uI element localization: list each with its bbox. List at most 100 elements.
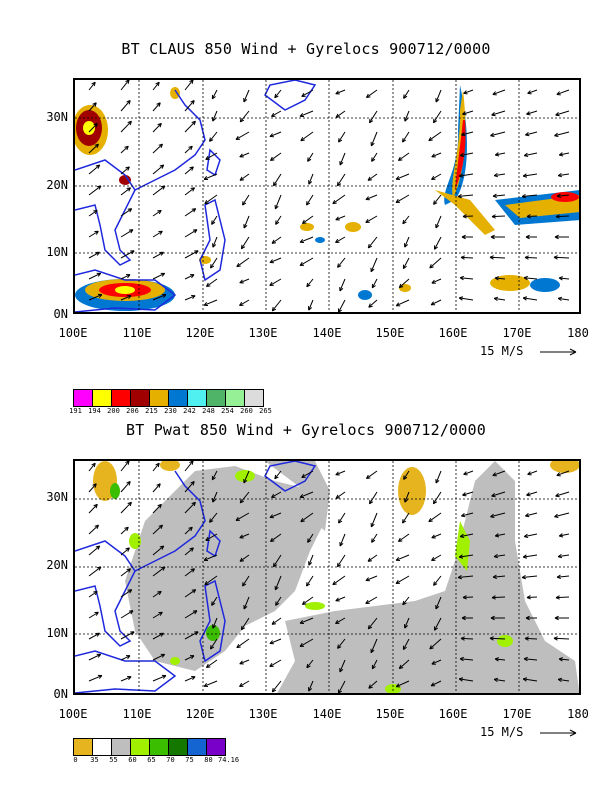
wind-vector-head [94, 611, 99, 616]
wind-vector-head [402, 519, 407, 524]
wind-vector [339, 278, 346, 292]
wind-vector [433, 194, 442, 205]
wind-vector-head [125, 461, 130, 465]
wind-vector [88, 143, 99, 154]
wind-vector [120, 501, 132, 514]
wind-vector [338, 512, 346, 524]
wind-vector [88, 632, 100, 640]
wind-vector-head [190, 568, 195, 573]
top-lon-100e: 100E [58, 326, 88, 340]
wind-vector-head [397, 156, 403, 162]
wind-vector-head [124, 526, 129, 532]
wind-vector [404, 110, 410, 122]
wind-vector-head [239, 117, 245, 123]
wind-vector [460, 152, 474, 157]
wind-vector [184, 229, 198, 238]
wind-vector [203, 299, 218, 306]
colorbar-swatch [150, 390, 169, 406]
wind-vector-head [555, 214, 560, 219]
wind-vector-head [435, 223, 440, 229]
wind-vector [365, 596, 378, 604]
wind-vector [398, 533, 410, 542]
wind-vector [460, 256, 474, 259]
wind-vector [431, 152, 442, 158]
wind-vector-head [299, 113, 305, 118]
top-lon-150e: 150E [375, 326, 405, 340]
wind-vector-head [130, 250, 135, 255]
wind-vector-head [126, 481, 131, 486]
wind-vector [301, 89, 314, 97]
wind-vector-head [126, 187, 131, 192]
wind-vector-head [210, 645, 215, 650]
wind-vector-head [299, 261, 305, 267]
wind-vector [395, 554, 410, 561]
wind-vector [152, 483, 161, 493]
wind-vector-head [212, 243, 217, 248]
wind-vector [403, 470, 410, 480]
wind-vector-head [269, 156, 275, 162]
wind-vector-head [269, 281, 274, 287]
colorbar-swatch [131, 390, 150, 406]
bottom-map-panel [73, 459, 581, 695]
wind-vector-head [307, 538, 312, 543]
wind-vector-head [492, 574, 497, 580]
wind-vector [463, 89, 474, 94]
colorbar-label: 254 [221, 407, 234, 415]
wind-vector-head [188, 145, 193, 151]
wind-vector-head [557, 553, 563, 559]
wind-vector [88, 230, 99, 238]
wind-vector-head [269, 133, 274, 138]
wind-vector [368, 299, 378, 308]
wind-vector-head [370, 522, 375, 528]
wind-vector-head [157, 503, 162, 509]
wind-vector-head [95, 164, 101, 169]
wind-vector-head [126, 655, 131, 660]
wind-vector-head [269, 640, 274, 645]
wind-vector-head [523, 275, 528, 281]
wind-vector [491, 215, 506, 218]
wind-vector [88, 483, 97, 493]
wind-vector-head [370, 141, 375, 147]
wind-vector-head [159, 164, 165, 169]
wind-vector-head [203, 302, 209, 307]
wind-vector [205, 533, 218, 541]
wind-vector-head [431, 153, 436, 158]
wind-vector-head [189, 547, 194, 552]
wind-vector [120, 461, 130, 472]
wind-vector-head [236, 643, 241, 649]
wind-vector-head [493, 677, 499, 683]
wind-vector [299, 638, 314, 647]
wind-vector [433, 110, 442, 124]
wind-vector-head [158, 143, 163, 149]
wind-vector-head [96, 566, 102, 571]
wind-vector [184, 100, 195, 112]
wind-vector [270, 533, 282, 542]
wind-vector [371, 659, 378, 670]
wind-vector-head [155, 81, 160, 87]
wind-vector [335, 236, 346, 243]
wind-vector-head [271, 306, 277, 312]
wind-vector [526, 491, 538, 496]
wind-vector-head [189, 166, 194, 171]
wind-vector-head [156, 483, 161, 488]
wind-vector [335, 470, 346, 476]
wind-vector [184, 655, 195, 661]
bottom-vector-scale-arrow [540, 729, 577, 737]
wind-vector [274, 470, 282, 480]
colorbar-label: 200 [107, 407, 120, 415]
wind-vector [152, 675, 167, 682]
wind-vector [299, 617, 314, 624]
wind-vector [203, 554, 218, 561]
wind-vector [339, 533, 346, 547]
wind-vector-head [240, 244, 246, 250]
wind-vector [398, 152, 410, 161]
wind-vector [88, 251, 100, 259]
wind-vector-head [368, 303, 373, 308]
wind-vector-head [490, 513, 495, 518]
wind-vector-head [301, 92, 306, 97]
wind-vector [211, 470, 218, 481]
wind-vector-head [521, 193, 527, 199]
bottom-lon-170e: 170E [502, 707, 532, 721]
wind-vector-head [272, 562, 278, 568]
wind-vector-head [205, 155, 210, 160]
